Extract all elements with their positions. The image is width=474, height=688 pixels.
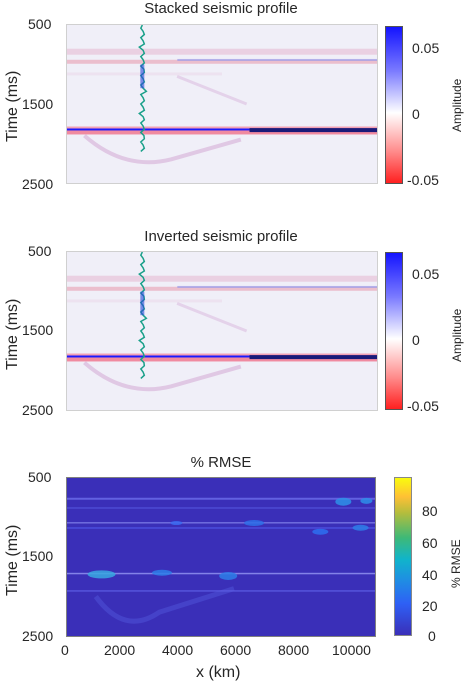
y-axis-label: Time (ms): [4, 524, 21, 596]
y-tick-label: 1500: [22, 96, 54, 112]
rmse-hotspot: [151, 569, 172, 576]
reflector-band: [67, 357, 377, 362]
plot-area-inverted: [66, 251, 378, 411]
y-tick-label: 2500: [22, 402, 54, 418]
reflector-band: [67, 48, 377, 55]
colorbar-tick-label: 40: [422, 567, 438, 583]
y-tick-label: 1500: [22, 322, 54, 338]
well-log-highlight: [140, 291, 145, 316]
reflector-band: [67, 72, 222, 76]
chart-title-inverted: Inverted seismic profile: [144, 228, 298, 245]
rmse-horizon: [67, 572, 375, 575]
reflector-line: [67, 355, 377, 359]
rmse-image: [67, 478, 375, 636]
plot-area-stacked: [66, 24, 378, 184]
reflector-line: [177, 285, 377, 288]
y-tick-label: 500: [28, 469, 52, 485]
rmse-hotspot: [335, 497, 352, 506]
reflector-curve: [176, 74, 248, 106]
rmse-horizon: [67, 507, 375, 509]
rmse-region: [93, 586, 235, 624]
seismic-image-inverted: [67, 252, 377, 410]
rmse-horizon: [67, 526, 375, 529]
colorbar-tick-label: 20: [422, 598, 438, 614]
plot-background: [67, 478, 375, 636]
plot-area-rmse: [66, 477, 376, 637]
x-tick-label: 6000: [220, 642, 252, 658]
x-tick-label: 4000: [162, 642, 194, 658]
colorbar-label: Amplitude: [450, 308, 464, 362]
colorbar-label: Amplitude: [450, 78, 464, 132]
chart-title-stacked: Stacked seismic profile: [144, 0, 298, 17]
colorbar-tick-label: -0.05: [407, 172, 439, 188]
colorbar-tick-label: 0: [428, 628, 436, 644]
y-axis-label: Time (ms): [4, 70, 21, 142]
y-tick-label: 1500: [22, 548, 54, 564]
reflector-curve: [83, 361, 242, 392]
colorbar-amplitude-stacked: [385, 26, 403, 184]
y-tick-label: 2500: [22, 176, 54, 192]
reflector-band: [67, 286, 377, 291]
reflector-line: [177, 58, 377, 61]
rmse-horizon: [67, 590, 375, 592]
x-tick-label: 10000: [332, 642, 371, 658]
y-tick-label: 500: [28, 243, 52, 259]
rmse-hotspot: [352, 524, 369, 531]
rmse-hotspot: [244, 520, 265, 527]
rmse-hotspot: [87, 570, 116, 579]
colorbar-tick-label: 60: [422, 535, 438, 551]
colorbar-label: % RMSE: [449, 539, 463, 588]
x-tick-label: 2000: [104, 642, 136, 658]
colorbar-tick-label: 0.05: [412, 266, 440, 282]
well-log-trace: [138, 252, 148, 379]
reflector-band: [67, 299, 222, 303]
chart-title-rmse: % RMSE: [190, 454, 252, 471]
seismic-image-stacked: [67, 25, 377, 183]
x-tick-label: 0: [61, 642, 69, 658]
reflector-band: [67, 130, 377, 135]
colorbar-amplitude-inverted: [385, 252, 403, 410]
colorbar-tick-label: 0.05: [412, 40, 440, 56]
colorbar-tick-label: -0.05: [407, 398, 439, 414]
reflector-line: [249, 128, 377, 133]
reflector-line: [249, 355, 377, 360]
rmse-hotspot: [219, 571, 238, 580]
reflector-line: [67, 128, 377, 132]
reflector-curve: [176, 301, 248, 333]
reflector-band: [67, 275, 377, 282]
colorbar-tick-label: 0: [412, 106, 420, 122]
rmse-hotspot: [170, 521, 183, 526]
y-axis-label: Time (ms): [4, 298, 21, 370]
well-log-highlight: [140, 64, 145, 89]
y-tick-label: 2500: [22, 628, 54, 644]
y-tick-label: 500: [28, 16, 52, 32]
colorbar-tick-label: 80: [422, 503, 438, 519]
rmse-horizon: [67, 522, 375, 524]
rmse-horizon: [67, 497, 375, 500]
colorbar-tick-label: 0: [412, 332, 420, 348]
reflector-curve: [83, 134, 242, 165]
reflector-band: [67, 59, 377, 64]
x-tick-label: 8000: [278, 642, 310, 658]
colorbar-rmse: [394, 477, 412, 636]
x-axis-label: x (km): [196, 664, 241, 681]
rmse-hotspot: [312, 528, 329, 535]
rmse-hotspot: [360, 497, 373, 504]
